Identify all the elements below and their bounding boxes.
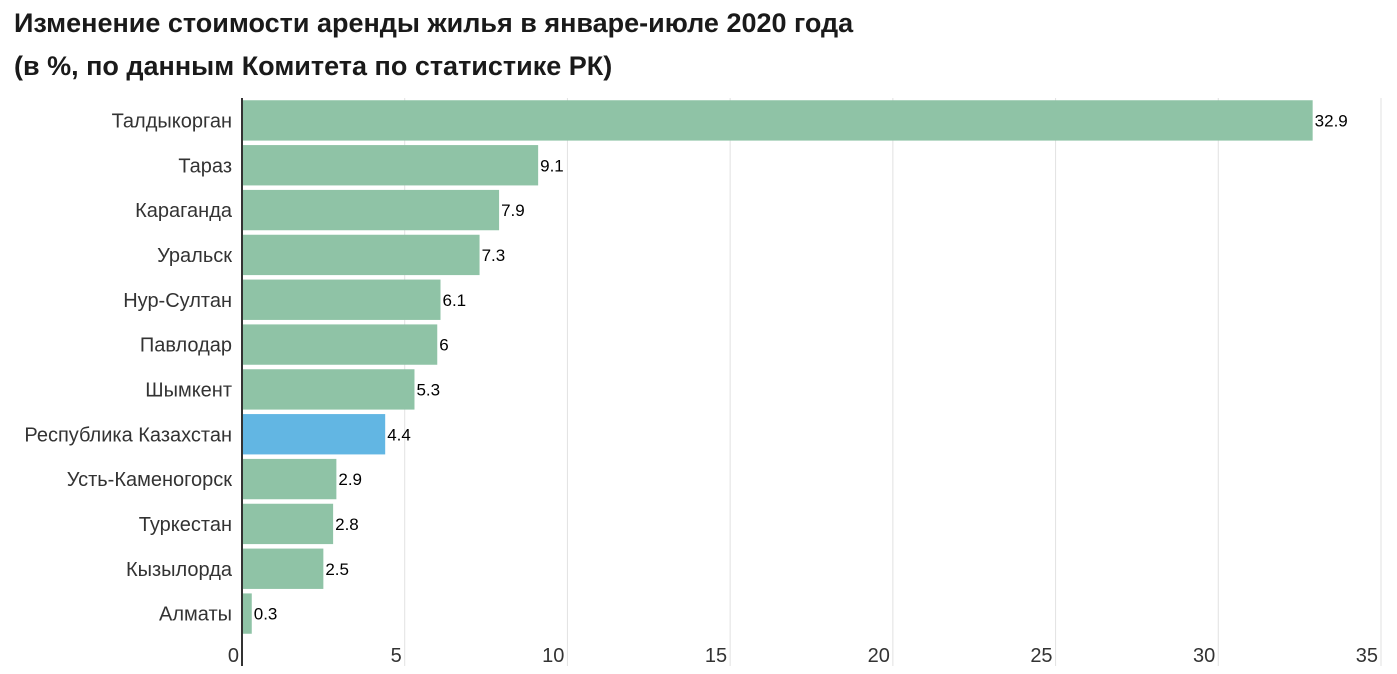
value-label: 7.9: [501, 201, 525, 220]
category-label: Уральск: [157, 245, 232, 267]
bar: [242, 145, 539, 186]
category-label: Нур-Султан: [123, 290, 232, 312]
x-tick-label: 10: [542, 645, 564, 667]
category-label: Алматы: [159, 604, 232, 626]
x-tick-label: 0: [228, 645, 239, 667]
bar: [242, 279, 441, 320]
x-tick-label: 30: [1193, 645, 1215, 667]
bars: [242, 100, 1313, 634]
category-label: Шымкент: [145, 379, 232, 401]
category-label: Павлодар: [140, 335, 232, 357]
value-labels: 32.9 9.1 7.9 7.3 6.1 6 5.3 4.4 2.9 2.8 2.5 0.3: [254, 111, 1348, 623]
x-axis-ticks: 0 5 10 15 20 25 30 35: [228, 645, 1378, 667]
bar: [242, 234, 480, 276]
value-label: 6.1: [443, 291, 467, 310]
x-tick-label: 35: [1356, 645, 1378, 667]
bar: [242, 369, 415, 410]
value-label: 2.9: [338, 470, 362, 489]
value-label: 0.3: [254, 605, 278, 624]
bar: [242, 414, 386, 455]
chart-title: Изменение стоимости аренды жилья в январ…: [14, 8, 854, 38]
category-label: Туркестан: [139, 514, 232, 536]
bar: [242, 548, 324, 589]
bar: [242, 458, 337, 500]
x-tick-label: 20: [868, 645, 890, 667]
value-label: 2.5: [325, 560, 349, 579]
category-label: Тараз: [178, 155, 232, 177]
value-label: 4.4: [387, 425, 411, 444]
bar: [242, 189, 500, 231]
x-tick-label: 5: [391, 645, 402, 667]
value-label: 6: [439, 336, 448, 355]
x-tick-label: 15: [705, 645, 727, 667]
category-label: Караганда: [135, 200, 233, 222]
chart-subtitle: (в %, по данным Комитета по статистике Р…: [14, 51, 613, 81]
category-label: Республика Казахстан: [24, 424, 232, 446]
value-label: 7.3: [482, 246, 506, 265]
category-labels: Талдыкорган Тараз Караганда Уральск Нур-Султ…: [24, 110, 233, 625]
bar: [242, 324, 438, 365]
category-label: Талдыкорган: [112, 110, 232, 132]
bar: [242, 100, 1313, 141]
value-label: 32.9: [1315, 111, 1348, 130]
category-label: Кызылорда: [126, 559, 233, 581]
value-label: 5.3: [416, 380, 440, 399]
value-label: 2.8: [335, 515, 359, 534]
value-label: 9.1: [540, 156, 564, 175]
category-label: Усть-Каменогорск: [67, 469, 233, 491]
x-tick-label: 25: [1030, 645, 1052, 667]
grid-lines: [404, 98, 1382, 666]
bar: [242, 593, 252, 634]
bar: [242, 503, 334, 545]
